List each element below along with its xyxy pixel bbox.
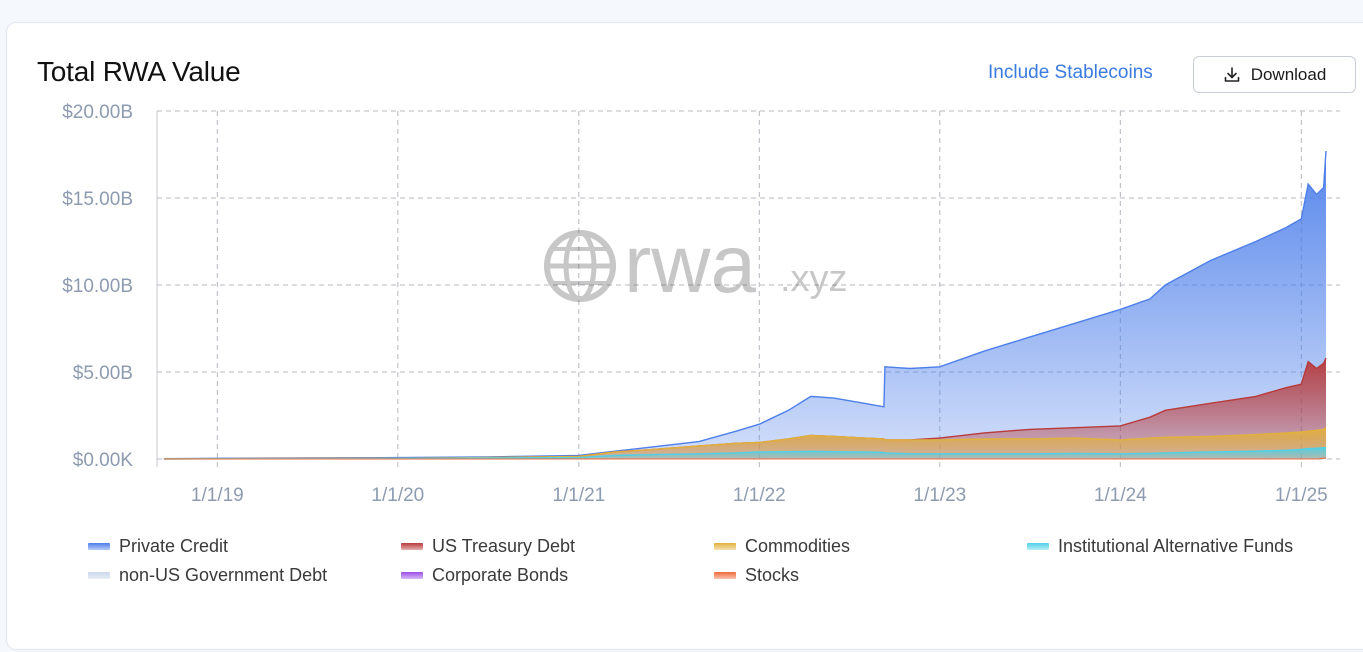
line-commodities <box>163 427 1327 460</box>
x-tick-label: 1/1/21 <box>552 485 605 506</box>
x-tick-label: 1/1/20 <box>371 485 424 506</box>
legend-swatch <box>88 543 110 550</box>
legend-item-us-treasury[interactable]: US Treasury Debt <box>401 536 575 557</box>
x-tick-label: 1/1/22 <box>733 485 786 506</box>
legend-label: Commodities <box>745 536 851 556</box>
area-us_treasury <box>163 358 1326 459</box>
include-stablecoins-toggle[interactable]: Include Stablecoins <box>988 62 1153 83</box>
legend-item-corporate-bonds[interactable]: Corporate Bonds <box>401 565 568 586</box>
x-tick-label: 1/1/19 <box>191 485 244 506</box>
legend-item-institutional-funds[interactable]: Institutional Alternative Funds <box>1027 536 1293 557</box>
y-axis-ticks: $0.00K $5.00B $10.00B $15.00B $20.00B <box>62 102 133 471</box>
download-label: Download <box>1250 64 1327 84</box>
legend-swatch <box>714 543 736 550</box>
line-institutional_funds <box>163 447 1326 460</box>
legend-item-private-credit[interactable]: Private Credit <box>88 536 228 557</box>
chart-legend: Private Credit US Treasury Debt Commoditie… <box>88 536 1348 596</box>
legend-label: Private Credit <box>119 536 229 556</box>
x-tick-label: 1/1/24 <box>1094 485 1147 506</box>
legend-item-non-us-gov[interactable]: non-US Government Debt <box>88 565 327 586</box>
legend-label: non-US Government Debt <box>119 565 328 585</box>
x-tick-label: 1/1/25 <box>1275 485 1328 506</box>
legend-item-stocks[interactable]: Stocks <box>714 565 799 586</box>
y-tick-label: $15.00B <box>62 189 133 210</box>
y-tick-label: $5.00B <box>73 363 133 384</box>
legend-swatch <box>1027 543 1049 550</box>
legend-label: Corporate Bonds <box>432 565 569 585</box>
legend-item-commodities[interactable]: Commodities <box>714 536 850 557</box>
area-institutional_funds <box>163 447 1326 459</box>
y-tick-label: $10.00B <box>62 276 133 297</box>
download-icon <box>1223 66 1241 84</box>
legend-label: Stocks <box>745 565 800 585</box>
globe-icon <box>544 230 616 302</box>
area-series <box>163 150 1327 460</box>
legend-swatch <box>401 572 423 579</box>
download-button[interactable]: Download <box>1193 56 1356 93</box>
y-tick-label: $0.00K <box>73 450 134 471</box>
line-stocks <box>163 457 1326 460</box>
y-tick-label: $20.00B <box>62 102 133 123</box>
legend-label: US Treasury Debt <box>432 536 576 556</box>
watermark: rwa .xyz <box>544 219 848 310</box>
watermark-suffix: .xyz <box>780 258 848 300</box>
legend-label: Institutional Alternative Funds <box>1058 536 1294 556</box>
watermark-text: rwa <box>624 219 757 310</box>
chart-title: Total RWA Value <box>37 56 241 87</box>
legend-swatch <box>88 572 110 579</box>
area-private_credit <box>163 151 1326 459</box>
legend-swatch <box>401 543 423 550</box>
x-tick-label: 1/1/23 <box>913 485 966 506</box>
line-private_credit <box>163 150 1327 460</box>
x-axis-ticks: 1/1/19 1/1/20 1/1/21 1/1/22 1/1/23 1/1/24 1/1/… <box>191 485 1328 506</box>
legend-swatch <box>714 572 736 579</box>
